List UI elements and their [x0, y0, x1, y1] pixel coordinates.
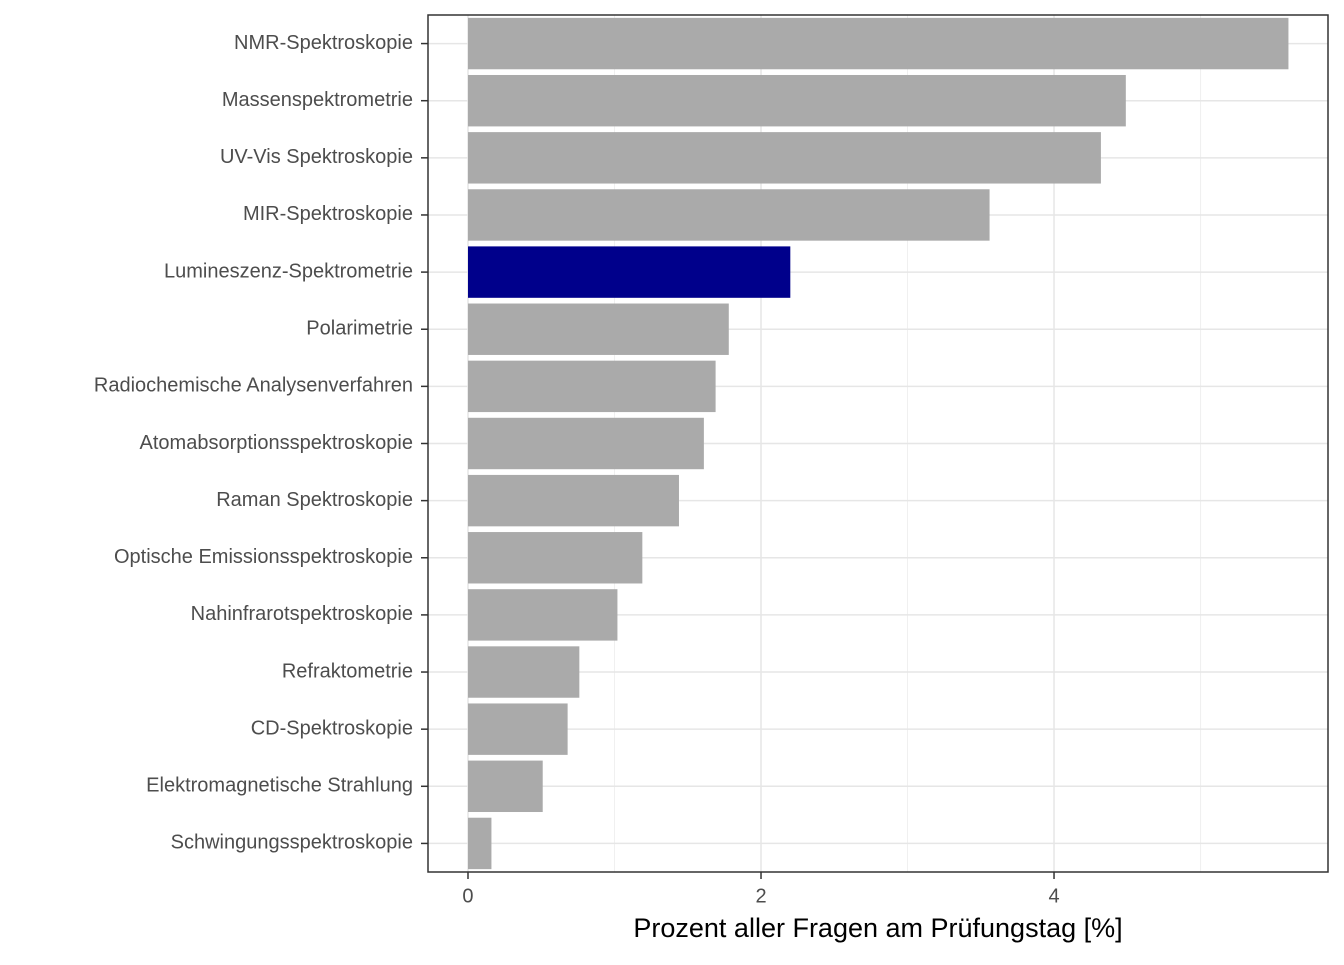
bar [467, 303, 729, 355]
y-tick-label: Raman Spektroskopie [216, 489, 413, 511]
bar [467, 74, 1126, 127]
y-tick-label: CD-Spektroskopie [251, 717, 413, 739]
bar [467, 360, 716, 413]
y-tick-label: Optische Emissionsspektroskopie [114, 546, 413, 568]
panel-border [427, 14, 1329, 873]
bar [467, 817, 492, 870]
bar [467, 589, 618, 641]
y-tick-label: Radiochemische Analysenverfahren [94, 375, 413, 397]
x-tick-label: 2 [755, 885, 766, 907]
bar [467, 474, 679, 527]
bar [467, 246, 791, 298]
y-tick-label: Nahinfrarotspektroskopie [191, 603, 413, 625]
bar [467, 646, 580, 698]
bar [467, 703, 568, 755]
x-tick-label: 4 [1048, 885, 1059, 907]
y-tick-label: Massenspektrometrie [222, 89, 413, 111]
y-tick-label: NMR-Spektroskopie [234, 32, 413, 54]
y-tick-label: Elektromagnetische Strahlung [146, 775, 413, 797]
y-tick-label: Refraktometrie [282, 660, 413, 682]
bar [467, 532, 643, 584]
x-axis-title: Prozent aller Fragen am Prüfungstag [%] [633, 913, 1122, 943]
x-tick-label: 0 [462, 885, 473, 907]
y-tick-label: Lumineszenz-Spektrometrie [164, 260, 413, 282]
y-tick-label: UV-Vis Spektroskopie [220, 146, 413, 168]
bar [467, 17, 1289, 70]
bar [467, 417, 704, 470]
bar [467, 132, 1101, 184]
bar [467, 760, 543, 813]
y-tick-label: Schwingungsspektroskopie [171, 832, 413, 854]
y-tick-label: Polarimetrie [306, 318, 413, 340]
bar [467, 189, 990, 241]
y-tick-label: Atomabsorptionsspektroskopie [140, 432, 413, 454]
y-tick-label: MIR-Spektroskopie [243, 203, 413, 225]
